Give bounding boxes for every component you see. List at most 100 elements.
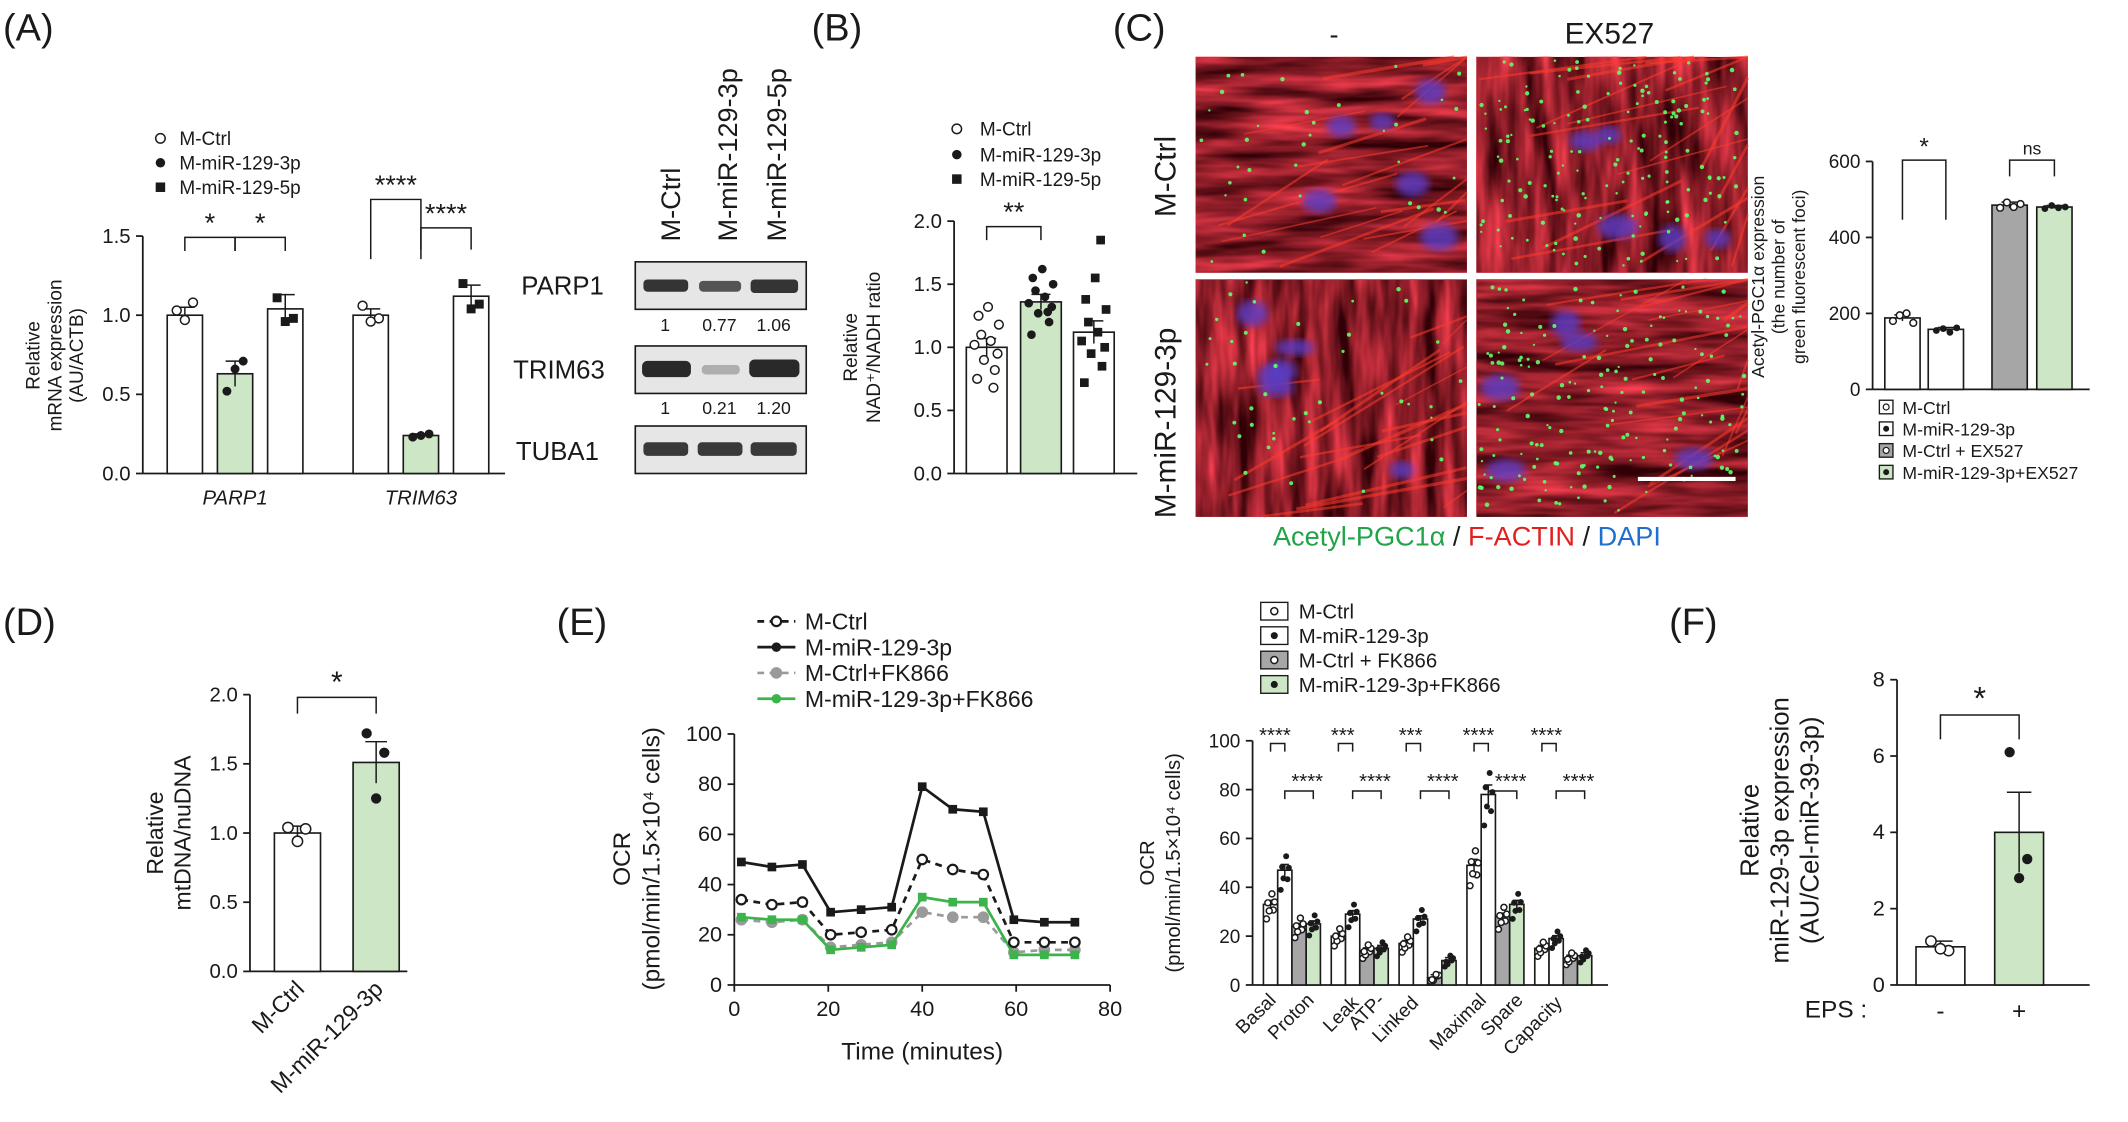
green-focus [1526, 357, 1530, 361]
green-focus [1484, 127, 1488, 130]
actin-fiber [1631, 354, 1725, 381]
green-focus [1510, 236, 1514, 240]
y-tick-label: 600 [1829, 152, 1861, 173]
y-tick-label: 0.5 [914, 400, 942, 422]
data-point [1345, 924, 1352, 931]
data-point [272, 293, 282, 303]
data-point [288, 313, 298, 323]
data-point [1024, 298, 1034, 308]
legend-marker-5p [155, 182, 166, 192]
green-focus [1416, 205, 1421, 210]
green-focus [1243, 197, 1248, 202]
green-focus [1247, 168, 1252, 173]
green-focus [1621, 435, 1626, 440]
green-focus [1732, 87, 1737, 92]
green-focus [1397, 160, 1401, 164]
data-point [1888, 316, 1898, 326]
actin-fiber [1323, 55, 1455, 81]
green-focus [1399, 399, 1404, 404]
green-focus [1698, 309, 1703, 314]
micrograph-3p-untreated [1195, 279, 1468, 518]
green-focus [1502, 344, 1507, 350]
legend-marker-5p [952, 174, 962, 184]
green-focus [1626, 171, 1630, 175]
data-point [280, 317, 290, 327]
green-focus [1708, 191, 1712, 195]
green-focus [1496, 360, 1502, 365]
green-focus [1726, 323, 1730, 328]
green-focus [1628, 410, 1633, 415]
green-focus [1394, 122, 1399, 127]
series-marker [1040, 950, 1049, 960]
green-focus [1311, 120, 1316, 125]
panel-label-a: (A) [3, 8, 54, 50]
data-point [1296, 914, 1305, 922]
data-point [416, 431, 426, 440]
y-tick-label: 4 [1873, 819, 1885, 844]
green-focus [1507, 179, 1511, 183]
y-tick-label: 0 [1230, 976, 1241, 997]
actin-fiber [1338, 402, 1468, 462]
green-focus [1298, 194, 1302, 198]
y-axis-title-line: miR-129-3p expression [1766, 697, 1794, 963]
green-focus [1232, 420, 1237, 425]
green-focus [1563, 209, 1566, 212]
y-tick-label: 8 [1873, 666, 1885, 691]
y-axis-title: RelativemtDNA/nuDNA [142, 755, 195, 911]
data-point [1578, 953, 1585, 960]
y-tick-label: 1.0 [914, 337, 942, 359]
green-focus [1593, 329, 1596, 332]
green-focus [1640, 88, 1645, 94]
data-point [1270, 680, 1278, 688]
x-tick-label: 20 [816, 996, 840, 1021]
green-focus [1243, 470, 1248, 475]
green-focus [1545, 243, 1549, 248]
green-focus [1670, 115, 1674, 119]
green-focus [1640, 251, 1645, 256]
panel-e-line-legend: M-CtrlM-miR-129-3pM-Ctrl+FK866M-miR-129-… [757, 609, 1034, 712]
series-marker [885, 923, 898, 936]
x-category-label: + [2012, 998, 2026, 1025]
significance-label: ns [2023, 139, 2042, 159]
data-point [1293, 928, 1302, 936]
green-focus [1499, 108, 1503, 111]
green-focus [1256, 124, 1260, 128]
green-focus [1492, 454, 1496, 458]
green-focus [1553, 59, 1557, 62]
green-focus [1676, 108, 1682, 113]
data-point [1557, 933, 1564, 940]
x-group-label: TRIM63 [385, 488, 458, 510]
data-point [1090, 273, 1100, 283]
data-point [1488, 808, 1495, 815]
green-focus [1408, 201, 1413, 206]
actin-fiber [1511, 228, 1674, 261]
significance-bracket [1419, 790, 1450, 800]
green-focus [1561, 164, 1565, 167]
data-point [238, 356, 248, 366]
actin-fiber [1298, 144, 1429, 168]
blot-band [750, 279, 799, 294]
green-focus [1583, 254, 1587, 259]
green-focus [1617, 365, 1620, 369]
green-focus [1721, 289, 1726, 294]
significance-bracket [184, 236, 236, 251]
green-focus [1544, 489, 1547, 492]
significance-bracket [1284, 790, 1315, 800]
data-point [1084, 317, 1093, 327]
green-focus [1681, 411, 1686, 416]
green-focus [1527, 365, 1531, 368]
green-focus [1616, 309, 1619, 313]
green-focus [1498, 438, 1502, 442]
data-point [978, 354, 990, 366]
data-point [282, 821, 294, 834]
micrograph-ctrl-ex527 [1476, 55, 1750, 273]
green-focus [1577, 120, 1581, 124]
data-point [988, 382, 999, 393]
green-focus [1630, 338, 1634, 343]
nucleus [1236, 300, 1268, 327]
panel-e-ocr-timecourse: M-CtrlM-miR-129-3pM-Ctrl+FK866M-miR-129-… [609, 609, 1122, 1066]
nucleus [1389, 460, 1415, 479]
green-focus [1529, 441, 1534, 446]
green-focus [1519, 363, 1523, 367]
